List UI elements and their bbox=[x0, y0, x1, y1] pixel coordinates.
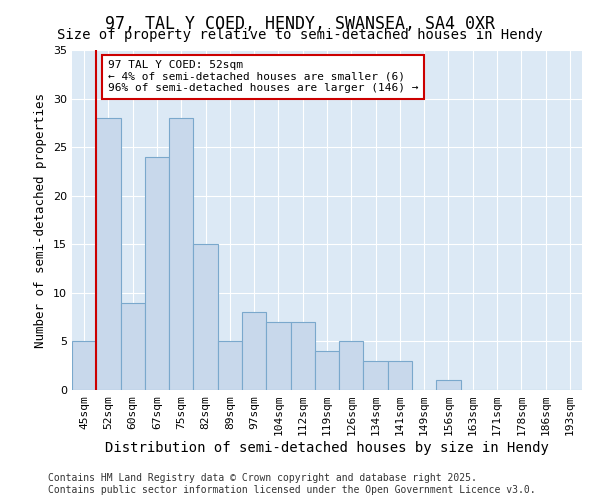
Bar bbox=[121, 302, 145, 390]
Text: 97, TAL Y COED, HENDY, SWANSEA, SA4 0XR: 97, TAL Y COED, HENDY, SWANSEA, SA4 0XR bbox=[105, 15, 495, 33]
Bar bbox=[169, 118, 193, 390]
Bar bbox=[145, 157, 169, 390]
Text: Contains HM Land Registry data © Crown copyright and database right 2025.
Contai: Contains HM Land Registry data © Crown c… bbox=[48, 474, 536, 495]
Bar bbox=[266, 322, 290, 390]
Bar bbox=[96, 118, 121, 390]
X-axis label: Distribution of semi-detached houses by size in Hendy: Distribution of semi-detached houses by … bbox=[105, 441, 549, 455]
Bar bbox=[339, 342, 364, 390]
Bar bbox=[388, 361, 412, 390]
Bar bbox=[364, 361, 388, 390]
Text: 97 TAL Y COED: 52sqm
← 4% of semi-detached houses are smaller (6)
96% of semi-de: 97 TAL Y COED: 52sqm ← 4% of semi-detach… bbox=[108, 60, 418, 94]
Bar bbox=[315, 351, 339, 390]
Text: Size of property relative to semi-detached houses in Hendy: Size of property relative to semi-detach… bbox=[57, 28, 543, 42]
Bar bbox=[72, 342, 96, 390]
Bar bbox=[218, 342, 242, 390]
Bar bbox=[290, 322, 315, 390]
Bar bbox=[242, 312, 266, 390]
Bar bbox=[436, 380, 461, 390]
Y-axis label: Number of semi-detached properties: Number of semi-detached properties bbox=[34, 92, 47, 348]
Bar bbox=[193, 244, 218, 390]
